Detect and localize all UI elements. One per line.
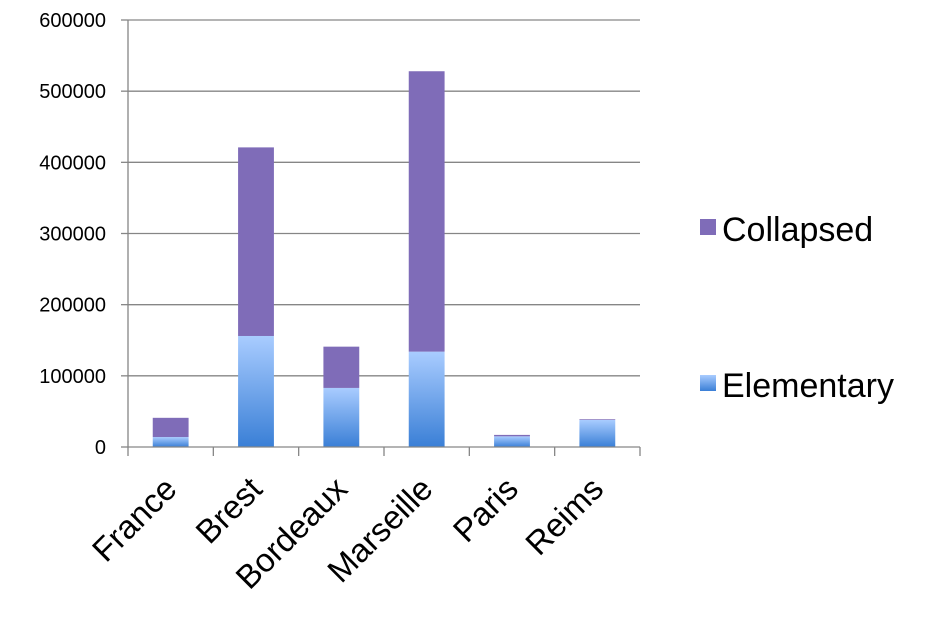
axes [121,19,641,456]
y-tick-label: 600000 [39,10,106,32]
x-category-label: Brest [188,470,269,551]
bar-collapsed-france [152,417,189,438]
x-category-label: Paris [446,470,525,549]
legend-label-collapsed: Collapsed [722,211,873,249]
bars [152,71,616,447]
y-tick-labels: 0 100000 200000 300000 400000 500000 600000 [39,10,106,459]
y-tick-label: 400000 [39,152,106,174]
y-tick-label: 100000 [39,366,106,388]
bar-collapsed-bordeaux [323,346,360,388]
y-tick-label: 300000 [39,224,106,246]
legend: Collapsed Elementary [700,211,894,405]
x-category-label: Reims [518,470,610,562]
legend-swatch-collapsed [700,219,716,235]
bar-elementary-marseille [408,351,445,447]
legend-swatch-elementary [700,375,716,391]
y-tick-label: 0 [95,437,106,459]
y-tick-label: 200000 [39,295,106,317]
bar-elementary-bordeaux [323,387,360,447]
bar-collapsed-brest [238,147,274,336]
x-category-label: France [85,470,184,569]
bar-collapsed-reims [579,419,616,420]
bar-elementary-reims [579,419,616,447]
y-tick-label: 500000 [39,81,106,103]
bar-collapsed-paris [494,434,530,437]
bar-elementary-brest [238,335,274,447]
gridlines [128,19,640,377]
bar-elementary-paris [494,436,530,447]
legend-label-elementary: Elementary [722,367,894,405]
bar-collapsed-marseille [408,71,445,352]
bar-elementary-france [152,437,189,447]
